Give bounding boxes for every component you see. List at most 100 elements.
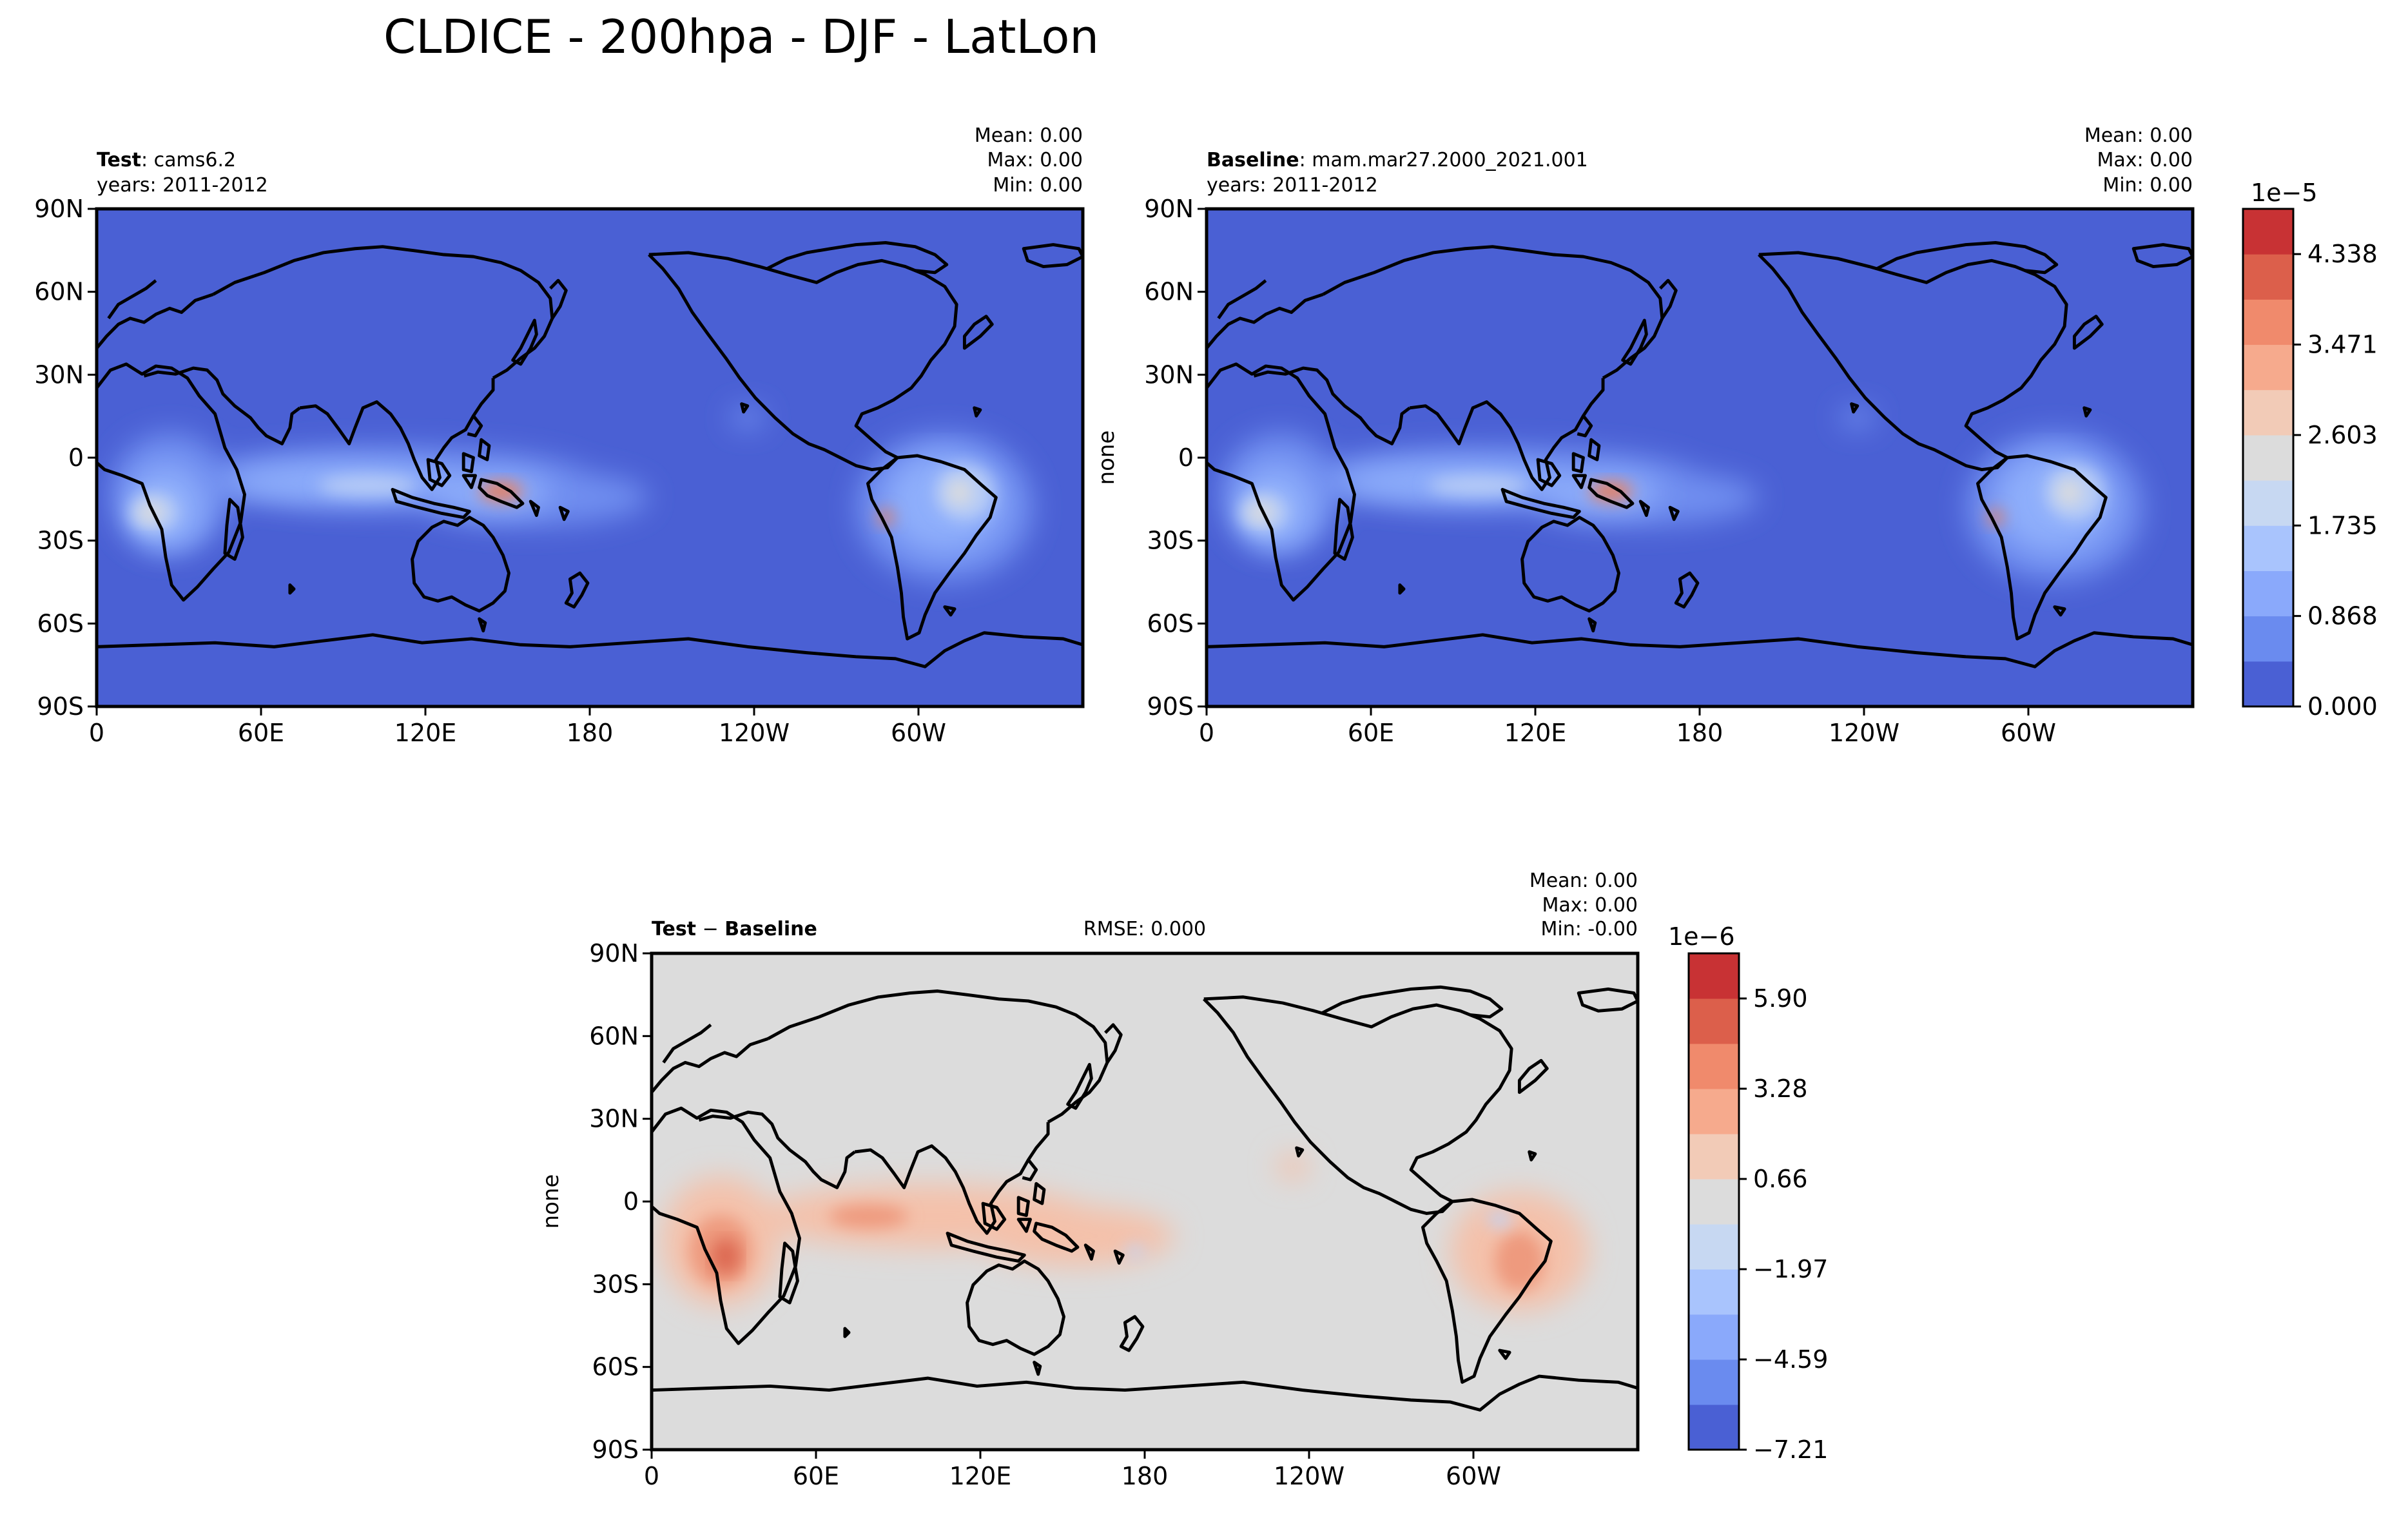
diff-stat-max: Max: 0.00 [1542, 894, 1638, 917]
top-colorbar-swatch [2243, 525, 2293, 571]
test-y-tick-label: 90N [34, 195, 84, 223]
diff-x-tick-label: 60E [793, 1462, 839, 1490]
diff-rmse: RMSE: 0.000 [1083, 918, 1206, 940]
bottom-colorbar-swatch [1689, 1044, 1739, 1089]
top-colorbar-swatch [2243, 661, 2293, 707]
baseline-years: years: 2011-2012 [1207, 174, 1378, 197]
baseline-map-field [1207, 209, 2193, 706]
bottom-colorbar-tick-label: −4.59 [1753, 1345, 1828, 1374]
diff-x-tick-label: 120W [1274, 1462, 1345, 1490]
top-colorbar-tick-label: 1.735 [2307, 511, 2378, 540]
diff-label-bold-test: Test [652, 918, 696, 940]
baseline-y-tick-label: 30N [1144, 360, 1194, 389]
diff-axis-ticks: 0 60E 120E 180 120W 60W 90N 60N 30N 0 30S 60S 90S [589, 939, 1501, 1490]
top-colorbar-swatches [2243, 209, 2293, 707]
bottom-colorbar-swatch [1689, 998, 1739, 1044]
bottom-colorbar-swatch [1689, 1314, 1739, 1360]
test-x-tick-label: 60E [238, 719, 284, 747]
diff-y-tick-label: 60S [592, 1353, 639, 1381]
top-colorbar-tick-label: 2.603 [2307, 421, 2378, 449]
baseline-x-tick-label: 120W [1829, 719, 1899, 747]
baseline-y-tick-label: 60S [1147, 609, 1194, 637]
bottom-colorbar-tick-label: 5.90 [1753, 984, 1808, 1013]
test-y-tick-label: 60N [34, 278, 84, 306]
diff-y-tick-label: 90S [592, 1435, 639, 1464]
top-colorbar-swatch [2243, 570, 2293, 617]
bottom-colorbar-swatch [1689, 1089, 1739, 1134]
baseline-y-tick-label: 60N [1144, 278, 1194, 306]
diff-x-tick-label: 180 [1121, 1462, 1169, 1490]
baseline-x-tick-label: 0 [1199, 719, 1214, 747]
bottom-colorbar-exponent: 1e−6 [1668, 922, 1735, 951]
baseline-y-tick-label: 0 [1178, 443, 1194, 472]
test-panel: Test: cams6.2 years: 2011-2012 Mean: 0.0… [34, 124, 1085, 747]
baseline-y-tick-label: 30S [1147, 527, 1194, 555]
test-stat-mean: Mean: 0.00 [975, 124, 1083, 147]
baseline-label-rest: : mam.mar27.2000_2021.001 [1299, 149, 1588, 171]
top-colorbar-swatch [2243, 480, 2293, 526]
baseline-stat-max: Max: 0.00 [2097, 149, 2193, 171]
diff-x-tick-label: 0 [644, 1462, 659, 1490]
test-x-tick-label: 180 [567, 719, 614, 747]
diff-stat-min: Min: -0.00 [1541, 918, 1638, 940]
top-colorbar-swatch [2243, 209, 2293, 255]
top-colorbar-ticks: 4.338 3.471 2.603 1.735 0.868 0.000 [2293, 240, 2378, 721]
test-y-tick-label: 60S [37, 609, 84, 637]
diff-label: Test − Baseline [652, 918, 817, 940]
top-colorbar-swatch [2243, 616, 2293, 662]
test-axis-ticks: 0 60E 120E 180 120W 60W 90N 60N 30N 0 30S 60S 90S [34, 195, 946, 747]
baseline-ylabel: none [1094, 431, 1120, 485]
diff-x-tick-label: 60W [1446, 1462, 1501, 1490]
top-colorbar: 1e−5 4.338 3.471 2.603 1.735 0.868 0.000 [2242, 179, 2378, 721]
diff-y-tick-label: 30S [592, 1270, 639, 1298]
diff-label-minus: − [696, 918, 724, 940]
test-x-tick-label: 120W [719, 719, 790, 747]
top-colorbar-exponent: 1e−5 [2251, 179, 2318, 207]
baseline-y-tick-label: 90S [1147, 692, 1194, 721]
top-colorbar-swatch [2243, 299, 2293, 345]
top-colorbar-tick-label: 4.338 [2307, 240, 2378, 268]
diff-y-tick-label: 30N [589, 1105, 639, 1133]
baseline-axis-ticks: 0 60E 120E 180 120W 60W 90N 60N 30N 0 30S 60S 90S [1144, 195, 2056, 747]
diff-y-tick-label: 90N [589, 939, 639, 968]
baseline-x-tick-label: 60W [2001, 719, 2056, 747]
baseline-panel: Baseline: mam.mar27.2000_2021.001 years:… [1094, 124, 2195, 747]
top-colorbar-tick-label: 3.471 [2307, 331, 2378, 359]
bottom-colorbar-swatch [1689, 1405, 1739, 1450]
bottom-colorbar-tick-label: 3.28 [1753, 1075, 1808, 1103]
bottom-colorbar-ticks: 5.90 3.28 0.66 −1.97 −4.59 −7.21 [1739, 984, 1828, 1464]
test-y-tick-label: 0 [68, 443, 84, 472]
test-label: Test: cams6.2 [97, 149, 236, 171]
top-colorbar-tick-label: 0.000 [2307, 692, 2378, 721]
test-x-tick-label: 0 [89, 719, 104, 747]
baseline-label-bold: Baseline [1207, 149, 1299, 171]
difference-panel: Test − Baseline RMSE: 0.000 Mean: 0.00 M… [538, 870, 1640, 1490]
diff-y-tick-label: 0 [623, 1187, 639, 1216]
bottom-colorbar-tick-label: −7.21 [1753, 1435, 1828, 1464]
bottom-colorbar-swatch [1689, 1224, 1739, 1270]
baseline-stat-min: Min: 0.00 [2102, 174, 2193, 197]
top-colorbar-swatch [2243, 254, 2293, 300]
baseline-x-tick-label: 120E [1504, 719, 1567, 747]
test-x-tick-label: 120E [394, 719, 457, 747]
top-colorbar-frame [2242, 208, 2295, 708]
top-colorbar-tick-label: 0.868 [2307, 602, 2378, 630]
diff-y-tick-label: 60N [589, 1022, 639, 1050]
test-years: years: 2011-2012 [97, 174, 268, 197]
test-stat-max: Max: 0.00 [987, 149, 1083, 171]
test-label-bold: Test [97, 149, 141, 171]
baseline-label: Baseline: mam.mar27.2000_2021.001 [1207, 149, 1588, 171]
figure-title: CLDICE - 200hpa - DJF - LatLon [384, 10, 1099, 64]
diff-ylabel: none [538, 1174, 564, 1229]
test-map-field [97, 209, 1083, 706]
baseline-x-tick-label: 180 [1676, 719, 1723, 747]
top-colorbar-swatch [2243, 389, 2293, 436]
diff-map-field [652, 953, 1638, 1450]
top-colorbar-swatch [2243, 344, 2293, 391]
top-colorbar-swatch [2243, 434, 2293, 481]
bottom-colorbar-frame [1687, 952, 1740, 1451]
bottom-colorbar-swatch [1689, 953, 1739, 999]
bottom-colorbar-swatches [1689, 953, 1739, 1450]
diff-x-tick-label: 120E [949, 1462, 1012, 1490]
